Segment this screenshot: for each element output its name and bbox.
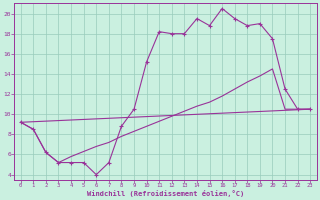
X-axis label: Windchill (Refroidissement éolien,°C): Windchill (Refroidissement éolien,°C) [87, 190, 244, 197]
